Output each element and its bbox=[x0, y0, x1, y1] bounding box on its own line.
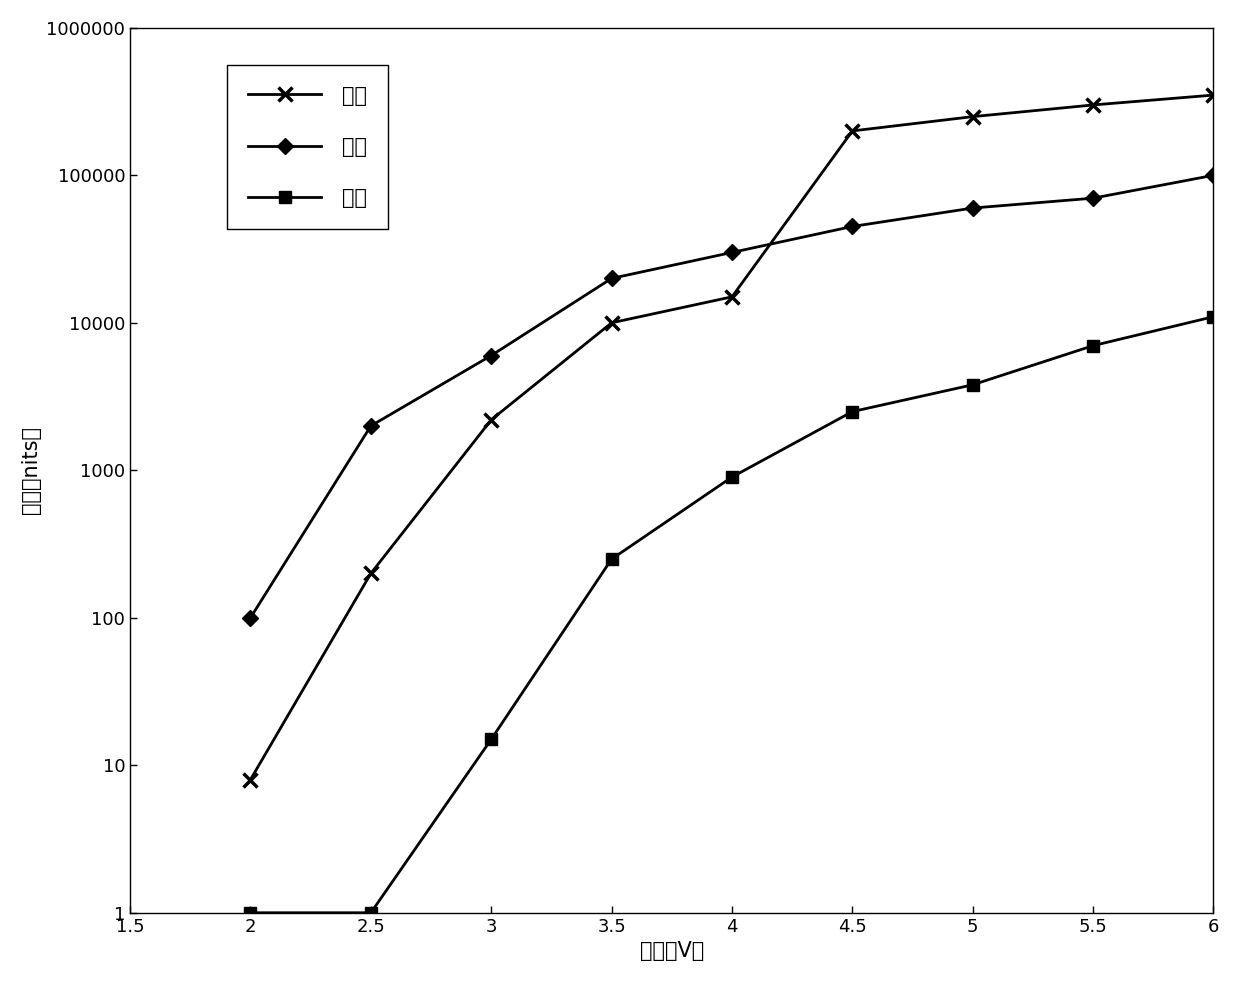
红色 bbox=[604, 317, 619, 329]
红色 bbox=[724, 291, 739, 302]
Y-axis label: 亮度（nits）: 亮度（nits） bbox=[21, 426, 41, 515]
蓝色 bbox=[844, 406, 859, 417]
蓝色 bbox=[724, 471, 739, 483]
红色 bbox=[844, 125, 859, 136]
蓝色 bbox=[484, 734, 498, 745]
红色 bbox=[965, 111, 980, 123]
绿色 bbox=[844, 221, 859, 233]
绿色 bbox=[1207, 170, 1221, 182]
绿色 bbox=[604, 273, 619, 285]
红色 bbox=[1086, 99, 1101, 111]
绿色 bbox=[484, 350, 498, 361]
蓝色 bbox=[965, 379, 980, 391]
绿色 bbox=[965, 202, 980, 214]
蓝色 bbox=[604, 553, 619, 565]
绿色 bbox=[724, 246, 739, 258]
蓝色 bbox=[1086, 340, 1101, 352]
红色 bbox=[484, 413, 498, 425]
红色 bbox=[363, 568, 378, 579]
X-axis label: 电压（V）: 电压（V） bbox=[640, 941, 704, 961]
绿色 bbox=[1086, 192, 1101, 204]
Line: 红色: 红色 bbox=[243, 88, 1220, 787]
Line: 蓝色: 蓝色 bbox=[246, 311, 1219, 918]
红色 bbox=[243, 774, 258, 786]
蓝色 bbox=[1207, 311, 1221, 323]
Legend: 红色, 绿色, 蓝色: 红色, 绿色, 蓝色 bbox=[227, 65, 388, 229]
蓝色 bbox=[363, 906, 378, 918]
Line: 绿色: 绿色 bbox=[246, 170, 1219, 624]
红色 bbox=[1207, 89, 1221, 101]
绿色 bbox=[363, 420, 378, 432]
绿色 bbox=[243, 612, 258, 624]
蓝色 bbox=[243, 906, 258, 918]
